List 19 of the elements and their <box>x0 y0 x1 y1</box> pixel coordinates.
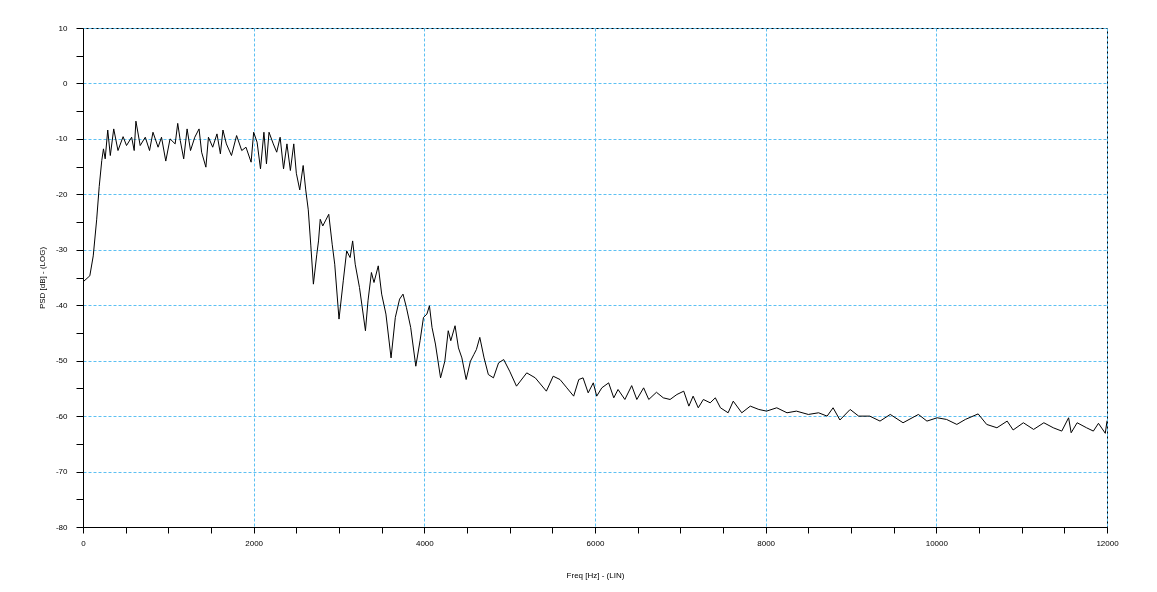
y-tick-label: -20 <box>55 189 69 199</box>
x-tick-label: 8000 <box>757 538 776 548</box>
y-tick-label: -50 <box>55 356 69 366</box>
y-tick-label: -70 <box>55 467 69 477</box>
x-tick-label: 2000 <box>245 538 264 548</box>
y-tick-label: -80 <box>55 522 69 532</box>
x-tick-label: 0 <box>81 538 87 548</box>
y-tick-label: -40 <box>55 300 69 310</box>
x-tick-label: 12000 <box>1096 538 1120 548</box>
x-tick-label: 4000 <box>415 538 435 548</box>
y-tick-label: -10 <box>55 134 69 144</box>
y-tick-label: 0 <box>63 78 69 88</box>
y-axis-title: PSD [dB] - (LOG) <box>37 246 47 310</box>
y-tick-label: 10 <box>58 23 69 33</box>
y-tick-label: -30 <box>55 245 69 255</box>
x-tick-label: 6000 <box>586 538 605 548</box>
x-axis-title: Freq [Hz] - (LIN) <box>566 570 625 580</box>
x-tick-label: 10000 <box>925 538 949 548</box>
y-tick-label: -60 <box>55 411 69 421</box>
